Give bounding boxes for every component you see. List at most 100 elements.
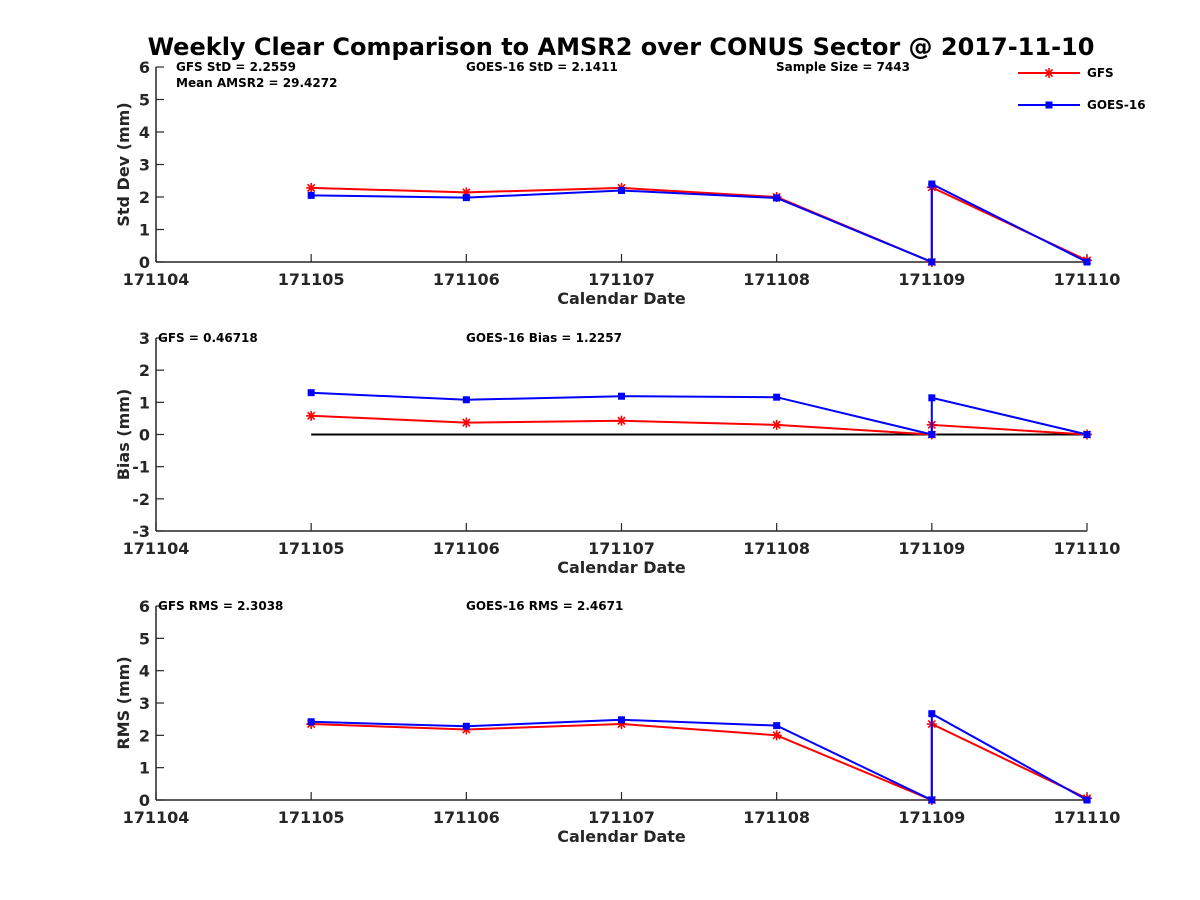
legend-label: GOES-16 xyxy=(1087,98,1146,112)
y-tick-label: 6 xyxy=(139,58,150,77)
y-tick-label: 0 xyxy=(139,426,150,445)
y-tick-label: -3 xyxy=(132,522,150,541)
y-tick-label: 0 xyxy=(139,791,150,810)
legend-entry-goes16: GOES-16 xyxy=(1018,98,1146,112)
x-axis-label: Calendar Date xyxy=(557,827,686,846)
x-tick-label: 171110 xyxy=(1054,270,1121,289)
y-tick-label: 3 xyxy=(139,156,150,175)
data-point xyxy=(928,796,936,804)
x-tick-label: 171109 xyxy=(898,270,965,289)
data-point xyxy=(1083,258,1091,266)
y-tick-label: 4 xyxy=(139,123,150,142)
data-point xyxy=(306,410,317,421)
y-axis-label: RMS (mm) xyxy=(114,656,133,749)
panels: 0 1 2 3 4 5 6 171104 171105 171106 171107 171108 171… xyxy=(114,58,1120,846)
legend: GFS GOES-16 xyxy=(1018,66,1146,112)
stat-sample-size: Sample Size = 7443 xyxy=(776,60,910,74)
x-tick-label: 171104 xyxy=(123,539,190,558)
series-markers-goes16 xyxy=(307,710,1091,804)
data-point xyxy=(773,393,781,401)
data-point xyxy=(307,389,315,397)
y-tick-label: 1 xyxy=(139,393,150,412)
y-tick-label: 2 xyxy=(139,188,150,207)
x-tick-label: 171108 xyxy=(743,539,810,558)
y-tick-label: 6 xyxy=(139,597,150,616)
legend-entry-gfs: GFS xyxy=(1018,66,1114,80)
data-point xyxy=(928,180,936,188)
data-point xyxy=(1083,431,1091,438)
marker-stroke xyxy=(617,416,626,425)
data-point xyxy=(1083,796,1091,804)
data-point xyxy=(771,730,782,741)
x-axis-label: Calendar Date xyxy=(557,289,686,308)
y-axis-label: Bias (mm) xyxy=(114,389,133,481)
x-tick-label: 171110 xyxy=(1054,808,1121,827)
x-tick-label: 171104 xyxy=(123,270,190,289)
data-point xyxy=(928,431,936,438)
series-markers-gfs xyxy=(306,719,1092,805)
y-tick-label: 3 xyxy=(139,694,150,713)
series-line-goes16 xyxy=(311,182,1088,264)
y-axis-label: Std Dev (mm) xyxy=(114,102,133,226)
data-point xyxy=(773,194,781,202)
data-point xyxy=(307,191,315,199)
data-point xyxy=(616,415,627,426)
data-point xyxy=(928,710,936,718)
x-tick-label: 171110 xyxy=(1054,539,1121,558)
stat-gfs: GFS RMS = 2.3038 xyxy=(158,599,283,613)
y-tick-label: 0 xyxy=(139,253,150,272)
data-point xyxy=(928,258,936,266)
x-tick-label: 171105 xyxy=(278,808,345,827)
x-tick-label: 171107 xyxy=(588,808,655,827)
panel-3: 0 1 2 3 4 5 6 171104 171105 171106 171107 171108 171… xyxy=(114,597,1120,846)
stat-gfs: GFS = 0.46718 xyxy=(158,331,258,345)
y-tick-label: 5 xyxy=(139,629,150,648)
y-tick-label: 1 xyxy=(139,221,150,240)
x-tick-label: 171109 xyxy=(898,539,965,558)
chart-title: Weekly Clear Comparison to AMSR2 over CO… xyxy=(148,33,1095,61)
x-tick-label: 171108 xyxy=(743,808,810,827)
marker-stroke xyxy=(307,411,316,421)
legend-marker xyxy=(1044,68,1054,78)
data-point xyxy=(771,419,782,430)
marker-stroke xyxy=(1044,68,1054,78)
legend-label: GFS xyxy=(1087,66,1114,80)
y-tick-label: 2 xyxy=(139,361,150,380)
data-point xyxy=(306,182,317,193)
x-tick-label: 171105 xyxy=(278,539,345,558)
series-line-goes16 xyxy=(311,711,1088,802)
data-point xyxy=(618,187,625,194)
data-point xyxy=(462,396,470,404)
x-tick-label: 171107 xyxy=(588,270,655,289)
data-point xyxy=(773,722,781,730)
data-point xyxy=(618,392,625,400)
x-axis-label: Calendar Date xyxy=(557,558,686,577)
series-markers-goes16 xyxy=(307,389,1091,438)
data-point xyxy=(462,194,470,202)
data-point xyxy=(307,718,315,726)
x-tick-label: 171109 xyxy=(898,808,965,827)
legend-marker xyxy=(1045,101,1053,109)
y-tick-label: -2 xyxy=(132,490,150,509)
data-point xyxy=(462,722,470,730)
x-tick-label: 171105 xyxy=(278,270,345,289)
y-tick-label: -1 xyxy=(132,458,150,477)
series-line-gfs xyxy=(311,185,1088,264)
y-tick-label: 1 xyxy=(139,759,150,778)
x-tick-label: 171106 xyxy=(433,539,500,558)
y-tick-label: 5 xyxy=(139,91,150,110)
marker-stroke xyxy=(772,731,781,740)
x-tick-label: 171108 xyxy=(743,270,810,289)
marker-stroke xyxy=(307,183,316,193)
x-tick-label: 171107 xyxy=(588,539,655,558)
data-point xyxy=(928,394,936,402)
data-point xyxy=(461,417,472,428)
y-tick-label: 3 xyxy=(139,329,150,348)
stat-goes16: GOES-16 Bias = 1.2257 xyxy=(466,331,622,345)
x-tick-label: 171104 xyxy=(123,808,190,827)
y-tick-label: 4 xyxy=(139,662,150,681)
panel-1: 0 1 2 3 4 5 6 171104 171105 171106 171107 171108 171… xyxy=(114,58,1120,308)
series-markers-goes16 xyxy=(307,180,1091,266)
marker-stroke xyxy=(462,418,471,427)
